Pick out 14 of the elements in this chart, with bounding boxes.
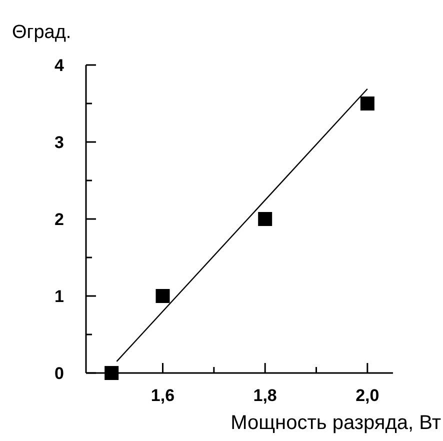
y-tick-label: 2 — [54, 210, 64, 229]
point — [360, 96, 374, 110]
x-tick-label: 2,0 — [356, 386, 380, 405]
x-tick-label: 1,6 — [150, 386, 175, 405]
point — [156, 289, 170, 303]
point — [258, 212, 272, 226]
y-tick-label: 3 — [54, 132, 64, 152]
x-axis-title: Мощность разряда, Вт — [230, 412, 441, 434]
y-axis-title: Θград. — [12, 22, 72, 43]
y-tick-label: 4 — [54, 56, 65, 75]
y-tick-label: 0 — [54, 364, 64, 383]
x-tick-label: 1,8 — [253, 386, 277, 405]
point — [104, 366, 119, 380]
y-tick-label: 1 — [54, 286, 64, 306]
